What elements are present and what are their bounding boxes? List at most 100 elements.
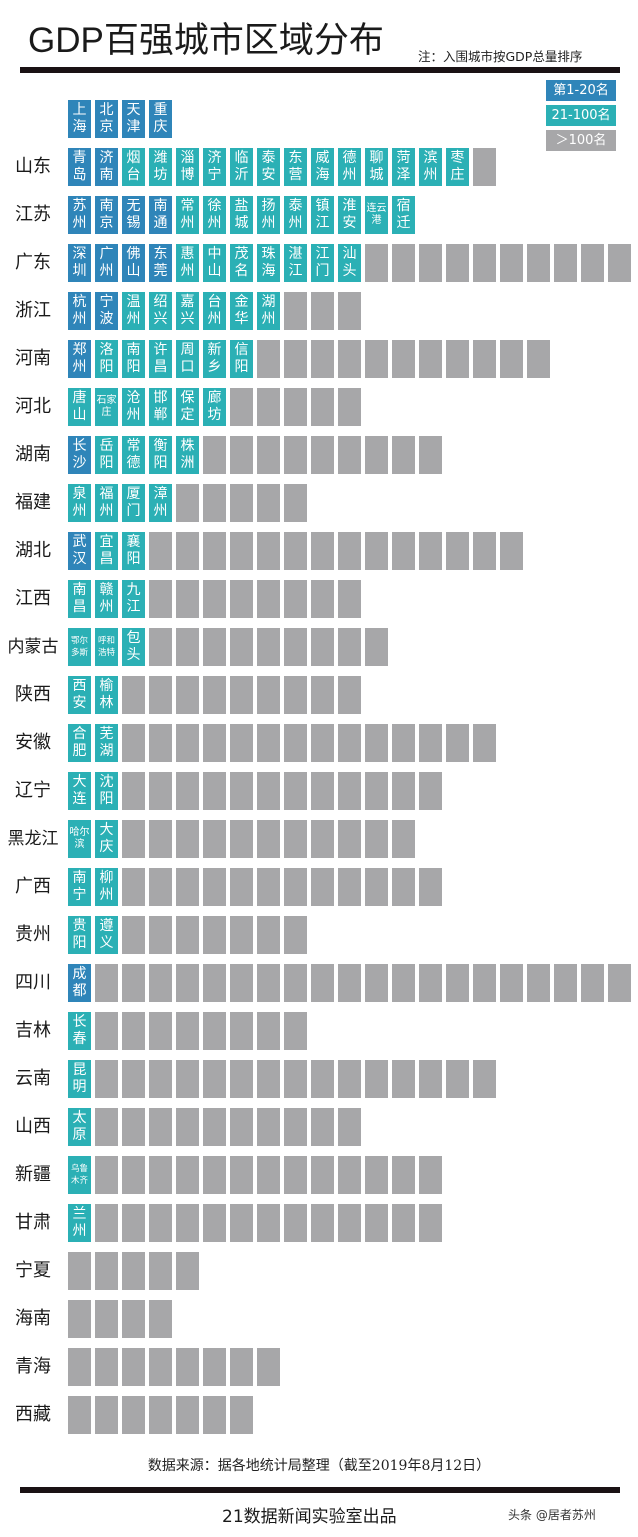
- city-cell: 青岛: [68, 148, 91, 186]
- page-title: GDP百强城市区域分布: [28, 21, 384, 60]
- other-city-cell: [149, 724, 172, 762]
- other-city-cell: [149, 676, 172, 714]
- province-label: 江苏: [15, 204, 51, 225]
- other-city-cell: [203, 484, 226, 522]
- other-city-cell: [446, 1060, 469, 1098]
- city-cell: 滨州: [419, 148, 442, 186]
- city-name: 东营: [288, 150, 303, 183]
- other-city-cell: [365, 340, 388, 378]
- other-city-cell: [419, 964, 442, 1002]
- city-name: 无锡: [126, 198, 141, 231]
- other-city-cell: [149, 532, 172, 570]
- city-name: 江门: [315, 246, 330, 279]
- other-city-cell: [365, 436, 388, 474]
- other-city-cell: [392, 868, 415, 906]
- city-cell: 无锡: [122, 196, 145, 234]
- city-cell: 南京: [95, 196, 118, 234]
- other-city-cell: [554, 244, 577, 282]
- city-name: 唐山: [72, 390, 87, 423]
- ranking-note: 注：入围城市按GDP总量排序: [418, 49, 583, 64]
- city-cell: 上海: [68, 100, 91, 138]
- other-city-cell: [311, 1156, 334, 1194]
- city-cell: 扬州: [257, 196, 280, 234]
- city-name: 襄阳: [126, 534, 141, 567]
- other-city-cell: [338, 292, 361, 330]
- other-city-cell: [473, 964, 496, 1002]
- other-city-cell: [230, 772, 253, 810]
- city-cell: 柳州: [95, 868, 118, 906]
- city-name: 盐城: [234, 198, 249, 231]
- other-city-cell: [257, 820, 280, 858]
- other-city-cell: [338, 1204, 361, 1242]
- city-cell: 汕头: [338, 244, 361, 282]
- other-city-cell: [149, 1396, 172, 1434]
- other-city-cell: [338, 820, 361, 858]
- other-city-cell: [176, 580, 199, 618]
- other-city-cell: [230, 1156, 253, 1194]
- other-city-cell: [338, 964, 361, 1002]
- other-city-cell: [581, 964, 604, 1002]
- other-city-cell: [311, 292, 334, 330]
- other-city-cell: [284, 820, 307, 858]
- city-name: 金华: [234, 294, 249, 327]
- other-city-cell: [257, 628, 280, 666]
- city-name: 保定: [180, 390, 195, 423]
- other-city-cell: [365, 628, 388, 666]
- other-city-cell: [338, 580, 361, 618]
- city-name: 滨州: [423, 150, 438, 183]
- city-cell: 福州: [95, 484, 118, 522]
- province-label: 安徽: [15, 732, 51, 753]
- other-city-cell: [230, 1204, 253, 1242]
- city-name: 柳州: [99, 870, 114, 903]
- other-city-cell: [284, 676, 307, 714]
- other-city-cell: [68, 1300, 91, 1338]
- other-city-cell: [257, 1012, 280, 1050]
- other-city-cell: [230, 676, 253, 714]
- city-cell: 南宁: [68, 868, 91, 906]
- other-city-cell: [149, 964, 172, 1002]
- city-cell: 茂名: [230, 244, 253, 282]
- other-city-cell: [311, 1108, 334, 1146]
- other-city-cell: [338, 628, 361, 666]
- city-cell: 榆林: [95, 676, 118, 714]
- other-city-cell: [257, 1156, 280, 1194]
- city-cell: 佛山: [122, 244, 145, 282]
- city-cell: 呼和浩特: [95, 628, 118, 666]
- city-cell: 沧州: [122, 388, 145, 426]
- city-name: 北京: [99, 102, 114, 135]
- city-cell: 郑州: [68, 340, 91, 378]
- city-cell: 兰州: [68, 1204, 91, 1242]
- city-name: 东莞: [153, 246, 168, 279]
- city-cell: 西安: [68, 676, 91, 714]
- city-name: 广州: [99, 246, 114, 279]
- city-cell: 济宁: [203, 148, 226, 186]
- other-city-cell: [284, 580, 307, 618]
- other-city-cell: [338, 772, 361, 810]
- city-name: 沧州: [126, 390, 141, 423]
- other-city-cell: [284, 436, 307, 474]
- province-label: 广西: [15, 876, 51, 897]
- city-cell: 成都: [68, 964, 91, 1002]
- city-cell: 深圳: [68, 244, 91, 282]
- other-city-cell: [122, 1348, 145, 1386]
- other-city-cell: [95, 1396, 118, 1434]
- province-label: 青海: [15, 1356, 51, 1377]
- city-cell: 保定: [176, 388, 199, 426]
- other-city-cell: [311, 628, 334, 666]
- city-name: 天津: [126, 102, 141, 135]
- other-city-cell: [149, 580, 172, 618]
- other-city-cell: [338, 388, 361, 426]
- city-cell: 新乡: [203, 340, 226, 378]
- other-city-cell: [446, 964, 469, 1002]
- other-city-cell: [338, 724, 361, 762]
- other-city-cell: [473, 532, 496, 570]
- other-city-cell: [392, 964, 415, 1002]
- city-cell: 淄博: [176, 148, 199, 186]
- city-name: 信阳: [234, 342, 249, 375]
- other-city-cell: [176, 1252, 199, 1290]
- city-cell: 宿迁: [392, 196, 415, 234]
- city-name: 大连: [72, 774, 87, 807]
- city-name: 菏泽: [396, 150, 411, 183]
- province-label: 四川: [15, 972, 51, 993]
- other-city-cell: [122, 724, 145, 762]
